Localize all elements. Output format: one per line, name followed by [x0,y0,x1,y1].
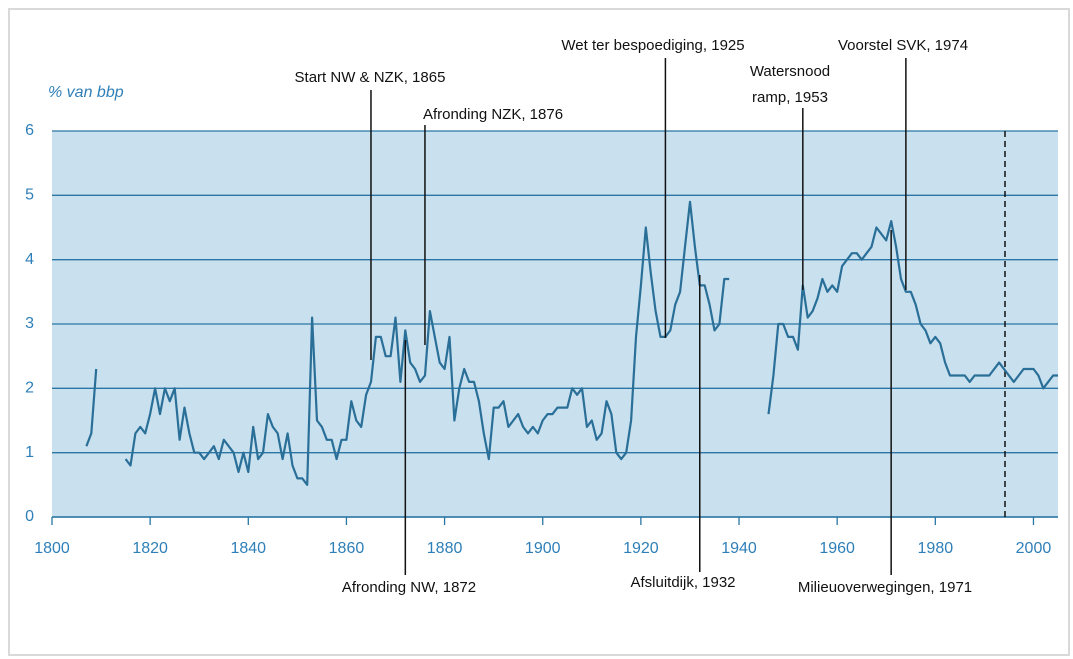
y-tick-label: 3 [25,315,34,332]
x-tick-label: 1940 [721,540,757,557]
x-tick-label: 1960 [819,540,855,557]
x-tick-label: 1840 [230,540,266,557]
y-tick-label: 0 [25,508,34,525]
x-tick-label: 1800 [34,540,70,557]
x-tick-label: 1820 [132,540,168,557]
annotation-label: Start NW & NZK, 1865 [295,69,446,86]
y-tick-label: 1 [25,444,34,461]
annotation-label: Voorstel SVK, 1974 [838,37,968,54]
annotation-label: Wet ter bespoediging, 1925 [561,37,744,54]
annotation-label: Afsluitdijk, 1932 [630,574,735,591]
annotation-label: ramp, 1953 [752,89,828,106]
x-tick-label: 1980 [918,540,954,557]
x-tick-label: 1920 [623,540,659,557]
annotation-label: Milieuoverwegingen, 1971 [798,579,972,596]
annotation-label: Afronding NZK, 1876 [423,106,563,123]
annotation-label: Afronding NW, 1872 [342,579,476,596]
data-line [85,200,1058,486]
x-tick-label: 2000 [1016,540,1052,557]
x-tick-label: 1900 [525,540,561,557]
y-tick-label: 5 [25,187,34,204]
x-tick-label: 1860 [329,540,365,557]
y-tick-label: 4 [25,251,34,268]
y-tick-label: 2 [25,380,34,397]
annotation-label: Watersnood [750,63,830,80]
y-axis-label: % van bbp [48,84,124,101]
x-tick-label: 1880 [427,540,463,557]
y-tick-label: 6 [25,122,34,139]
